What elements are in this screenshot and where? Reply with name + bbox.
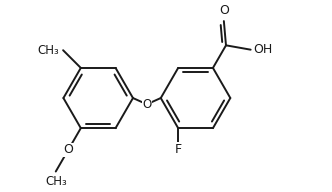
Text: OH: OH [253, 43, 273, 56]
Text: CH₃: CH₃ [37, 44, 59, 57]
Text: O: O [142, 98, 151, 111]
Text: O: O [219, 4, 229, 17]
Text: F: F [175, 142, 182, 156]
Text: CH₃: CH₃ [45, 175, 67, 188]
Text: O: O [63, 143, 73, 156]
